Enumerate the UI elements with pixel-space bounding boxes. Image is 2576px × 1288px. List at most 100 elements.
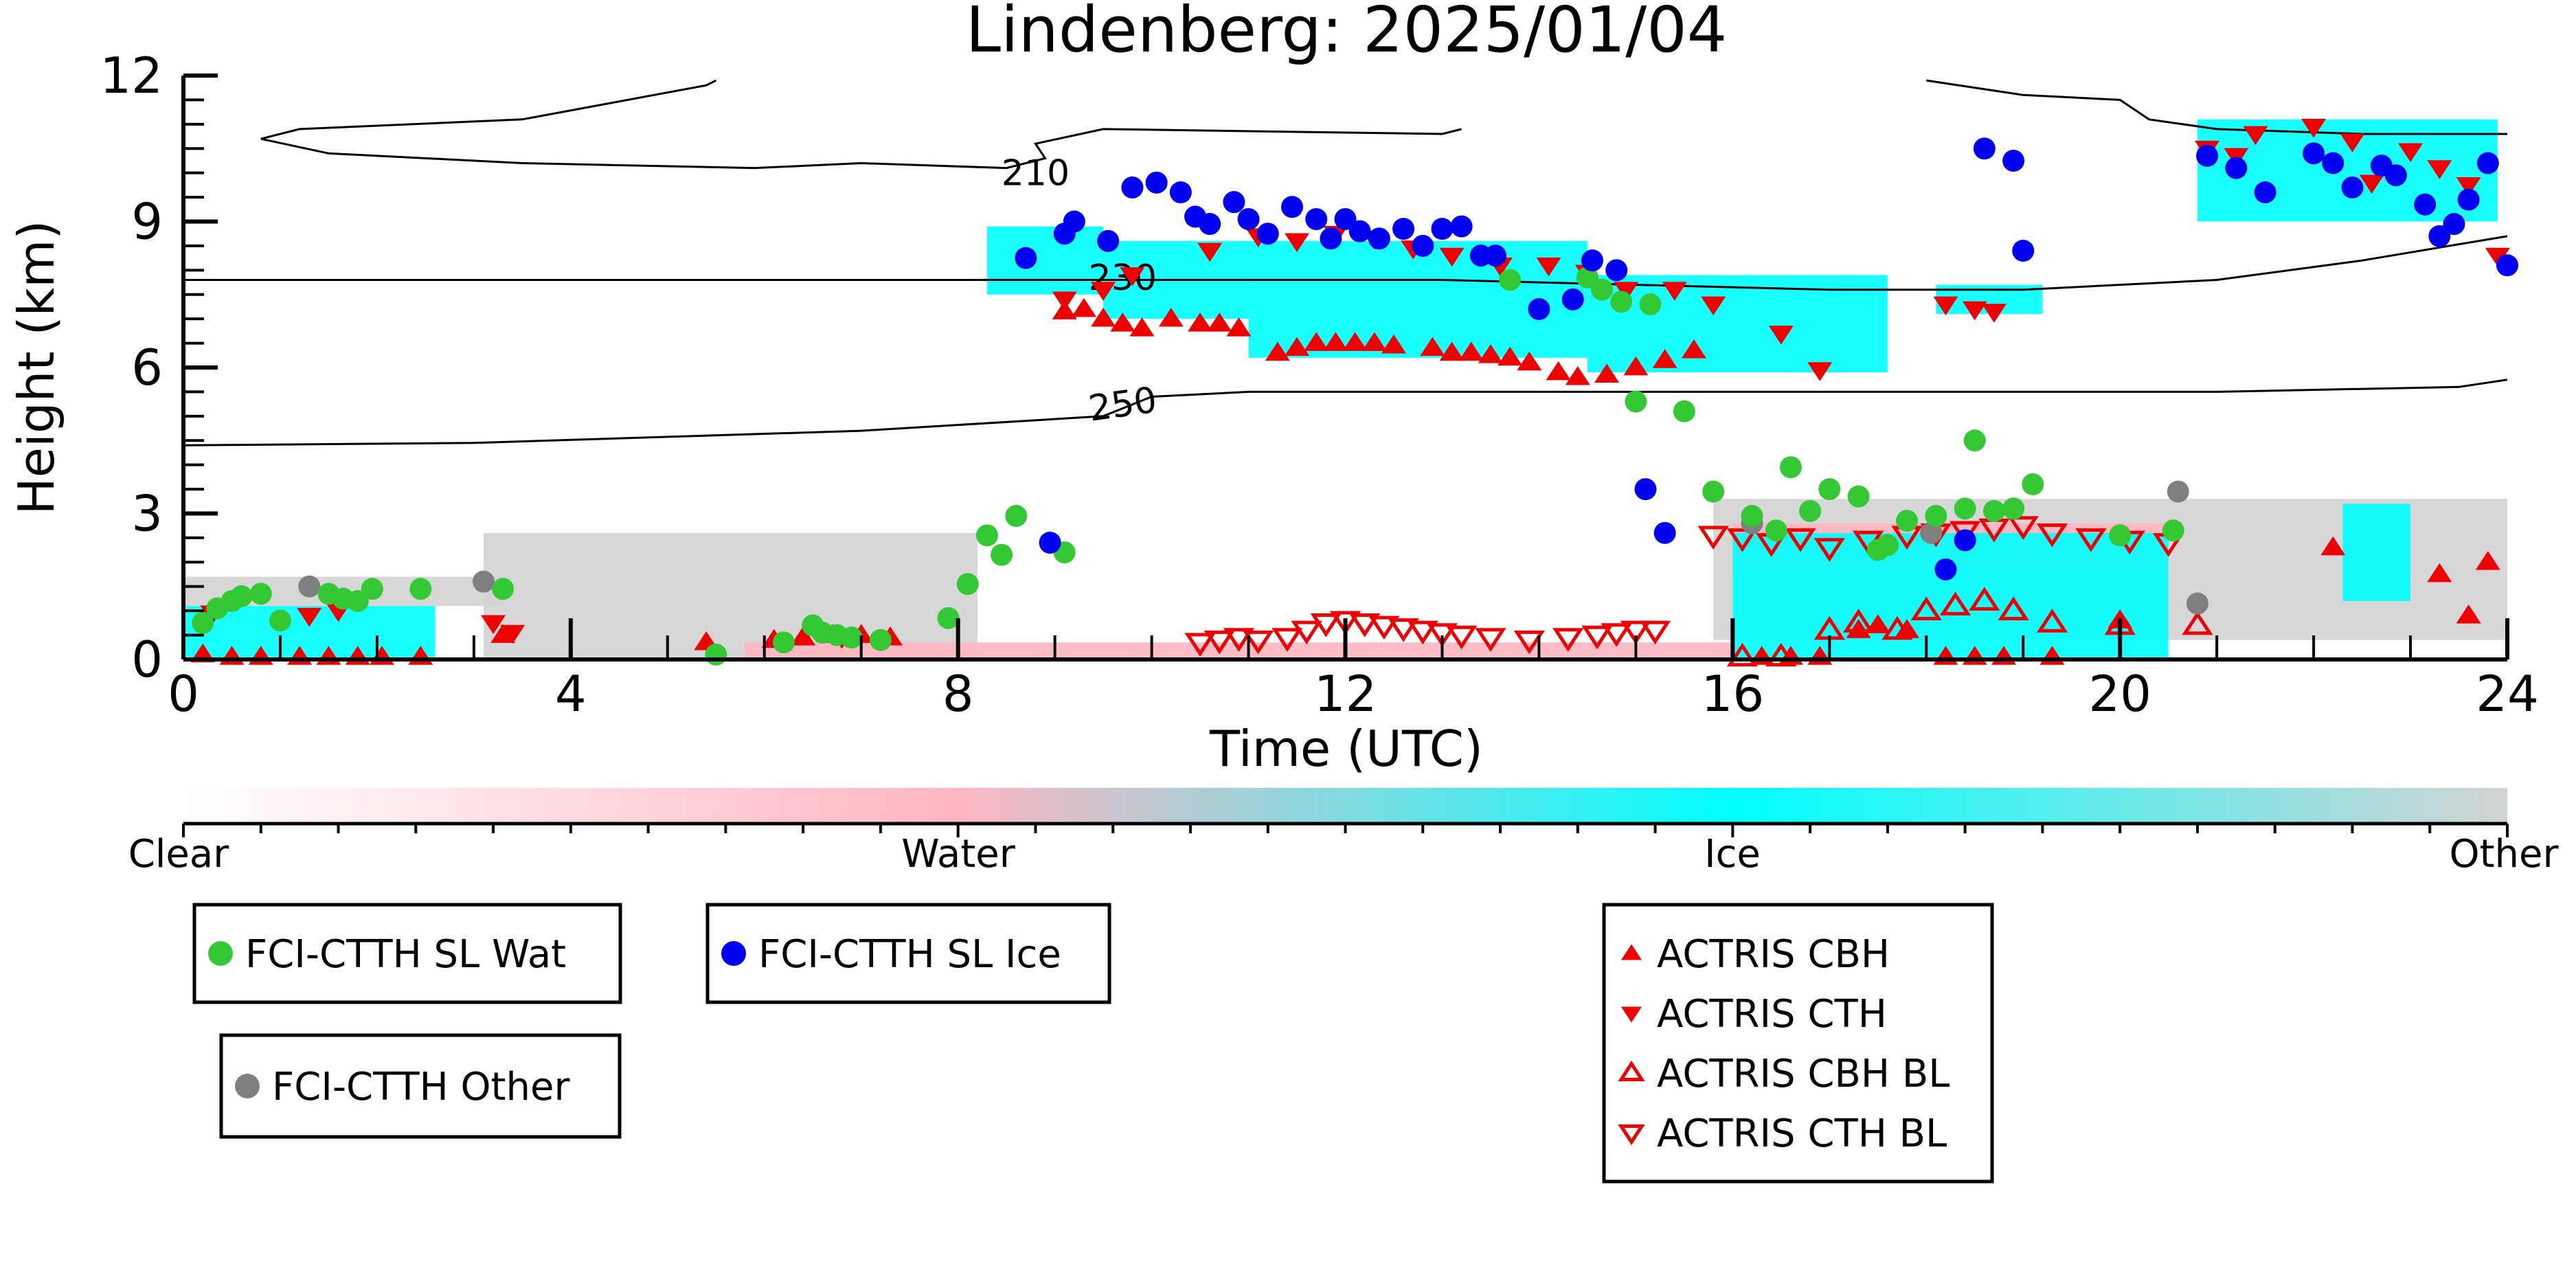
actris-cth-bl-point — [1329, 611, 1362, 635]
actris-cth-bl-point — [1368, 615, 1400, 640]
actris-cbh-point — [1594, 363, 1620, 383]
contour-line-210 — [260, 128, 1462, 170]
actris-cth-point — [1962, 301, 1987, 321]
actris-cth-point — [1933, 296, 1958, 316]
actris-cth-bl-point — [2007, 516, 2039, 540]
actris-cth-point — [1662, 282, 1687, 301]
colorbar-label-ice: Ice — [1704, 832, 1761, 877]
actris-cbh-point — [1323, 332, 1348, 351]
actris-cth-bl-point — [1620, 620, 1652, 645]
actris-cth-point — [2359, 174, 2384, 194]
classification-band — [1248, 240, 1588, 358]
fci-ctth-sl-wat-point — [991, 543, 1013, 566]
y-tick-label: 0 — [131, 631, 163, 688]
classification-band — [986, 226, 1104, 295]
fci-ctth-sl-ice-point — [1973, 137, 1996, 160]
actris-cth-point — [1981, 304, 2007, 323]
actris-cth-point — [1807, 362, 1833, 381]
fci-ctth-sl-wat-point — [1741, 505, 1763, 528]
fci-ctth-sl-ice-point — [2254, 181, 2276, 203]
fci-ctth-sl-ice-point — [1561, 288, 1584, 310]
fci-ctth-sl-ice-point — [2384, 164, 2407, 187]
fci-ctth-sl-wat-point — [840, 626, 863, 649]
fci-ctth-sl-ice-point — [1039, 532, 1061, 554]
fci-ctth-sl-ice-point — [1653, 521, 1676, 544]
actris-cth-point — [1197, 242, 1223, 262]
colorbar-label-clear: Clear — [128, 832, 229, 877]
actris-cth-point — [1439, 247, 1465, 267]
legend-marker-sl-wat — [208, 941, 233, 966]
fci-ctth-sl-ice-point — [1412, 234, 1434, 257]
actris-cbh-point — [1188, 313, 1213, 332]
actris-cbh-point — [1458, 341, 1484, 361]
contour-line-210 — [260, 79, 716, 140]
legend-marker-actris-cbh — [1621, 944, 1642, 960]
actris-cth-point — [2485, 247, 2510, 267]
fci-ctth-other-point — [1920, 521, 1943, 544]
fci-ctth-sl-wat-point — [869, 629, 892, 651]
fci-ctth-sl-wat-point — [409, 578, 432, 600]
fci-ctth-sl-wat-point — [1625, 390, 1647, 413]
fci-ctth-sl-wat-point — [956, 573, 979, 596]
legend-frame-sl-ice — [705, 903, 1111, 1004]
actris-cbh-point — [2427, 563, 2452, 583]
fci-ctth-sl-ice-point — [1015, 247, 1037, 269]
fci-ctth-sl-wat-point — [937, 607, 960, 629]
legend-box-sl-wat: FCI-CTTH SL Wat — [192, 903, 622, 1004]
actris-cbh-point — [1681, 339, 1706, 359]
fci-ctth-sl-ice-point — [2225, 157, 2248, 179]
actris-cth-bl-point — [1726, 528, 1759, 552]
actris-cbh-point — [2456, 605, 2481, 624]
legend-box-actris: ACTRIS CBH ACTRIS CTH ACTRIS CBH BL ACTR… — [1602, 903, 1994, 1184]
fci-ctth-sl-ice-point — [1320, 227, 1342, 250]
fci-ctth-sl-wat-point — [1954, 497, 1976, 520]
data-markers — [190, 119, 2518, 667]
actris-cbh-point — [791, 626, 816, 646]
actris-cbh-bl-point — [1939, 591, 1971, 615]
fci-ctth-sl-wat-point — [361, 578, 383, 600]
fci-ctth-sl-wat-point — [1963, 429, 1986, 452]
actris-cbh-point — [1478, 344, 1503, 363]
fci-ctth-sl-wat-point — [269, 609, 291, 632]
actris-cth-point — [1091, 282, 1116, 301]
fci-ctth-sl-wat-point — [1847, 485, 1870, 508]
actris-cbh-point — [2475, 551, 2500, 570]
fci-ctth-sl-ice-point — [1063, 210, 1085, 233]
classification-band — [1587, 275, 1888, 373]
actris-cbh-point — [1158, 307, 1184, 327]
legend-frame-actris — [1602, 903, 1994, 1184]
actris-cth-bl-point — [1349, 613, 1381, 637]
actris-cbh-point — [1420, 337, 1445, 357]
actris-cth-point — [1052, 291, 1077, 311]
legend-actris-markers — [1618, 944, 1645, 1146]
actris-cbh-bl-point — [1969, 587, 2000, 611]
fci-ctth-sl-wat-point — [230, 585, 253, 607]
actris-cth-bl-point — [1204, 630, 1235, 655]
fci-ctth-sl-ice-point — [1934, 558, 1957, 580]
colorbar-ticks — [182, 824, 2509, 837]
fci-ctth-sl-wat-point — [1499, 269, 1522, 291]
actris-cbh-point — [1517, 351, 1542, 371]
actris-cth-bl-point — [1814, 538, 1845, 562]
fci-ctth-sl-ice-point — [2341, 176, 2364, 199]
legend-box-sl-ice: FCI-CTTH SL Ice — [705, 903, 1111, 1004]
actris-cth-point — [297, 607, 322, 627]
actris-cth-point — [1614, 282, 1639, 301]
actris-cth-bl-point — [1639, 620, 1671, 645]
fci-ctth-sl-wat-point — [1765, 519, 1787, 542]
fci-ctth-sl-ice-point — [2457, 188, 2480, 211]
fci-ctth-sl-wat-point — [1673, 400, 1695, 422]
axes: 0 3 6 9 12 0 4 8 12 16 20 24 — [100, 47, 2538, 723]
fci-ctth-sl-ice-point — [1121, 176, 1144, 199]
actris-cth-point — [2398, 143, 2424, 162]
actris-cbh-point — [1895, 619, 1920, 638]
fci-ctth-sl-wat-point — [1702, 480, 1725, 503]
fci-ctth-sl-wat-point — [772, 631, 795, 654]
contour-line-250 — [183, 379, 2507, 447]
fci-ctth-other-point — [472, 570, 495, 593]
fci-ctth-other-point — [2186, 592, 2208, 615]
actris-cth-bl-point — [1513, 630, 1545, 655]
legend-marker-actris-cth-bl — [1618, 1125, 1645, 1146]
fci-ctth-sl-wat-point — [2109, 524, 2132, 547]
colorbar: Clear Water Ice Other — [128, 788, 2559, 877]
